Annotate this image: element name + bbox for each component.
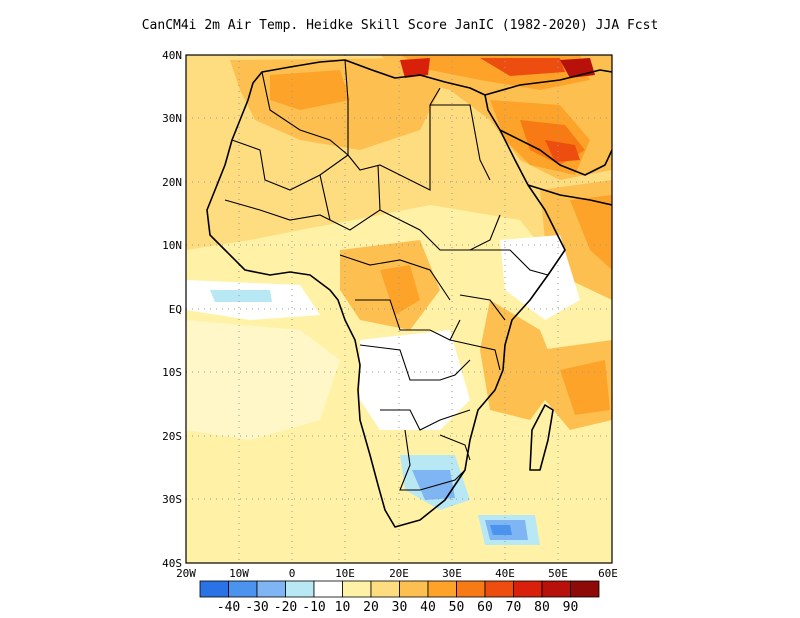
colorbar-swatch (285, 580, 315, 598)
colorbar-swatch (228, 580, 258, 598)
lat-tick-label: EQ (169, 303, 182, 316)
skill-field (186, 55, 612, 563)
lon-tick-label: 30E (442, 567, 462, 580)
lon-tick-label: 60E (598, 567, 618, 580)
lat-tick-label: 30N (162, 112, 182, 125)
lat-tick-label: 10S (162, 366, 182, 379)
colorbar-swatch (342, 580, 372, 598)
map-title: CanCM4i 2m Air Temp. Heidke Skill Score … (141, 18, 659, 33)
colorbar-swatch (541, 580, 571, 598)
colorbar-label: 20 (363, 600, 379, 615)
colorbar-label: 70 (506, 600, 522, 615)
lat-tick-label: 40S (162, 557, 182, 570)
colorbar-label: 40 (420, 600, 436, 615)
colorbar-label: -40 (217, 600, 240, 615)
lat-axis: 40N 30N 20N 10N EQ 10S 20S 30S 40S (162, 49, 182, 570)
lon-tick-label: 40E (495, 567, 515, 580)
colorbar-swatch (399, 580, 429, 598)
colorbar-label: -10 (302, 600, 325, 615)
plot-frame (185, 54, 613, 564)
colorbar-swatch (456, 580, 486, 598)
lat-tick-label: 20N (162, 176, 182, 189)
lon-axis: 20W 10W 0 10E 20E 30E 40E 50E 60E (176, 567, 618, 580)
colorbar-label: 80 (534, 600, 550, 615)
lon-tick-label: 10E (335, 567, 355, 580)
colorbar-swatch (513, 580, 543, 598)
colorbar-swatch (484, 580, 514, 598)
colorbar-swatch (199, 580, 229, 598)
lon-tick-label: 10W (229, 567, 249, 580)
lon-tick-label: 50E (548, 567, 568, 580)
colorbar-label: -20 (274, 600, 297, 615)
lat-tick-label: 30S (162, 493, 182, 506)
colorbar-swatch (370, 580, 400, 598)
lat-tick-label: 10N (162, 239, 182, 252)
colorbar-label: 90 (563, 600, 579, 615)
colorbar-label: 50 (449, 600, 465, 615)
lon-tick-label: 20W (176, 567, 196, 580)
lon-tick-label: 0 (289, 567, 296, 580)
lon-tick-label: 20E (389, 567, 409, 580)
colorbar-label: -30 (245, 600, 268, 615)
colorbar (199, 580, 600, 598)
country-borders (224, 59, 549, 491)
colorbar-label: 30 (392, 600, 408, 615)
lat-tick-label: 40N (162, 49, 182, 62)
colorbar-swatch (570, 580, 600, 598)
colorbar-labels: -40 -30 -20 -10 10 20 30 40 50 60 70 80 90 (217, 600, 579, 615)
colorbar-label: 60 (477, 600, 493, 615)
lat-tick-label: 20S (162, 430, 182, 443)
colorbar-label: 10 (335, 600, 351, 615)
colorbar-swatch (313, 580, 343, 598)
colorbar-swatch (256, 580, 286, 598)
colorbar-swatch (427, 580, 457, 598)
